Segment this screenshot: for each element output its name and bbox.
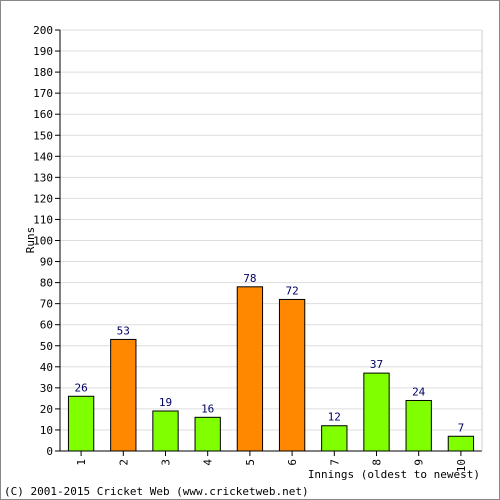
data-labels: 26 53 19 16 78 72 12 37 24 7	[74, 272, 464, 434]
bar	[321, 425, 348, 452]
bar	[363, 372, 390, 452]
x-tick-label: 9	[413, 459, 426, 466]
data-label: 72	[285, 284, 298, 297]
bar	[67, 395, 95, 452]
y-tick-label: 80	[40, 277, 53, 290]
x-tick-label: 4	[202, 459, 215, 466]
y-tick-label: 130	[33, 171, 53, 184]
data-label: 37	[370, 358, 383, 371]
y-tick-label: 50	[40, 340, 53, 353]
y-tick-label: 10	[40, 424, 53, 437]
y-axis-label: Runs	[24, 227, 37, 254]
y-tick-label: 60	[40, 319, 53, 332]
data-label: 16	[201, 402, 214, 415]
y-tick-label: 90	[40, 256, 53, 269]
y-tick-label: 30	[40, 382, 53, 395]
x-tick-label: 2	[117, 459, 130, 466]
bar	[236, 286, 264, 452]
y-tick-label: 180	[33, 66, 53, 79]
y-tick-label: 100	[33, 235, 53, 248]
y-tick-label: 110	[33, 213, 53, 226]
data-label: 24	[412, 385, 426, 398]
bar	[447, 435, 475, 452]
x-tick-label: 5	[244, 459, 257, 466]
x-tick-label: 6	[286, 459, 299, 466]
bar	[278, 298, 306, 452]
data-label: 26	[74, 381, 87, 394]
y-tick-label: 140	[33, 150, 53, 163]
data-label: 78	[243, 272, 256, 285]
x-tick-label: 7	[328, 459, 341, 466]
y-tick-label: 150	[33, 129, 53, 142]
x-tick-label: 3	[160, 459, 173, 466]
x-tick-label: 8	[371, 459, 384, 466]
y-tick-label: 20	[40, 403, 53, 416]
x-tick-label: 1	[75, 459, 88, 466]
bar	[405, 399, 432, 452]
y-tick-label: 120	[33, 192, 53, 205]
y-tick-label: 170	[33, 87, 53, 100]
x-tick-label: 10	[455, 459, 468, 472]
y-tick-label: 190	[33, 45, 53, 58]
y-tick-label: 0	[46, 445, 53, 458]
data-label: 12	[328, 411, 341, 424]
bar	[110, 338, 137, 452]
bars	[67, 286, 475, 452]
data-label: 7	[458, 421, 465, 434]
axes: 0102030405060708090100110120130140150160…	[33, 24, 483, 472]
data-label: 19	[159, 396, 172, 409]
data-label: 53	[117, 324, 130, 337]
bar	[152, 410, 179, 452]
copyright-text: (C) 2001-2015 Cricket Web (www.cricketwe…	[4, 485, 309, 498]
y-tick-label: 40	[40, 361, 53, 374]
y-tick-label: 200	[33, 24, 53, 37]
bar	[194, 416, 221, 452]
y-tick-label: 160	[33, 108, 53, 121]
y-tick-label: 70	[40, 298, 53, 311]
x-axis-label: Innings (oldest to newest)	[308, 468, 480, 481]
